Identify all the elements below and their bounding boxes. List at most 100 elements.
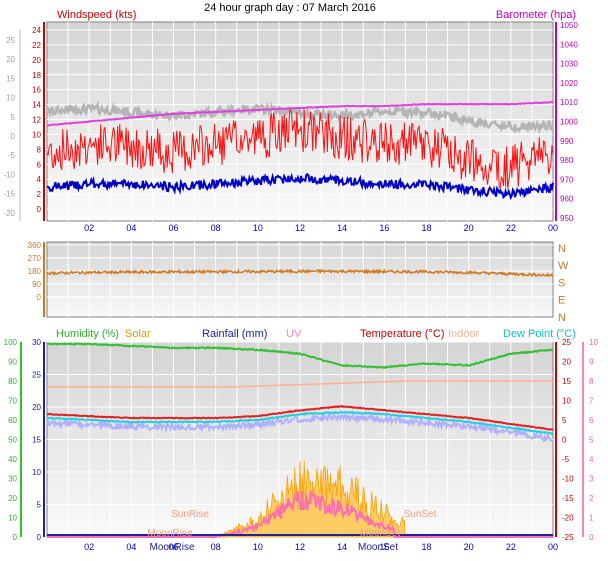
barometer-tick: 1000 [560,118,578,127]
rain-tick: 15 [32,436,41,445]
legend-dewpoint: Dew Point (°C) [503,328,576,340]
outer-tick: 25 [6,36,15,45]
x-tick-label: 04 [126,223,136,233]
rain-ticks: 30 25 20 15 10 5 0 [32,338,41,542]
panel-wind-barometer: Windspeed (kts) Barometer (hpa) 24222018… [3,9,578,233]
outer-tick: -20 [3,209,15,218]
humidity-tick: 0 [13,533,18,542]
series-dewpoint [46,410,554,436]
outer-tick: -15 [3,190,15,199]
windspeed-tick: 0 [37,205,42,214]
windspeed-tick: 14 [32,101,41,110]
panel1-x-ticks: 02 04 06 08 10 12 14 16 18 20 22 00 [84,223,558,233]
temperature-tick: -15 [562,494,574,503]
humidity-tick: 10 [8,514,17,523]
humidity-tick: 20 [8,494,17,503]
direction-tick: 360 [28,241,42,250]
windspeed-tick: 10 [32,130,41,139]
outer-tick: 15 [6,74,15,83]
barometer-tick: 1030 [560,60,578,69]
compass-label: N [558,312,566,324]
x-tick-label: 22 [506,542,516,552]
moonset-upper-label: MoonSet [360,528,400,539]
moonset-label: MoonSet [358,542,398,553]
outer-tick: 20 [6,55,15,64]
temperature-tick: 0 [562,436,567,445]
uv-tick: 8 [589,377,594,386]
barometer-tick: 950 [560,214,574,223]
barometer-ticks: 1050 1040 1030 1020 1010 1000 990 980 970 960 950 [560,21,578,223]
temperature-tick: -20 [562,514,574,523]
barometer-tick: 990 [560,137,574,146]
x-tick-label: 16 [379,542,389,552]
outer-ticks: 25 20 15 10 5 0 -5 -10 -15 -20 [3,36,15,218]
rain-tick: 0 [37,533,42,542]
windspeed-tick: 6 [37,160,42,169]
windspeed-tick: 2 [37,190,42,199]
x-tick-label: 00 [548,223,558,233]
humidity-tick: 80 [8,377,17,386]
sunset-label: SunSet [404,509,437,520]
barometer-tick: 1040 [560,40,578,49]
windspeed-tick: 16 [32,86,41,95]
uv-tick: 1 [589,514,594,523]
outer-tick: -5 [8,151,16,160]
humidity-tick: 30 [8,475,17,484]
x-tick-label: 02 [84,542,94,552]
chart-title: 24 hour graph day : 07 March 2016 [204,2,376,14]
temperature-tick: 10 [562,397,571,406]
temperature-tick: -10 [562,475,574,484]
uv-tick: 9 [589,358,594,367]
x-tick-label: 06 [168,223,178,233]
uv-tick: 5 [589,436,594,445]
legend-humidity: Humidity (%) [56,328,119,340]
temperature-tick: -5 [562,455,570,464]
uv-tick: 6 [589,416,594,425]
barometer-tick: 960 [560,195,574,204]
series-wind-direction [46,268,554,278]
barometer-tick: 980 [560,156,574,165]
series-indoor [47,380,553,388]
humidity-tick: 90 [8,358,17,367]
outer-tick: 10 [6,94,15,103]
temperature-tick: 5 [562,416,567,425]
direction-tick: 180 [28,267,42,276]
windspeed-label: Windspeed (kts) [57,9,136,21]
x-tick-label: 22 [506,223,516,233]
temperature-tick: -25 [562,533,574,542]
legend-solar: Solar [125,328,151,340]
humidity-tick: 50 [8,436,17,445]
series-uv [47,490,553,538]
rain-tick: 25 [32,371,41,380]
barometer-tick: 1050 [560,21,578,30]
legend-temperature: Temperature (°C) [360,328,444,340]
x-tick-label: 06 [168,542,178,552]
direction-ticks: 360 270 180 90 0 [28,241,42,302]
x-tick-label: 10 [253,223,263,233]
windspeed-tick: 8 [37,145,42,154]
barometer-tick: 970 [560,175,574,184]
temperature-ticks: 25 20 15 10 5 0 -5 -10 -15 -20 -25 [562,338,574,542]
direction-tick: 90 [32,280,41,289]
outer-tick: 0 [11,132,16,141]
uv-tick: 10 [589,338,598,347]
windspeed-tick: 12 [32,116,41,125]
rain-tick: 20 [32,403,41,412]
humidity-tick: 100 [4,338,18,347]
x-tick-label: 14 [337,542,347,552]
compass-label: N [558,243,566,255]
panel-humidity-temperature: Humidity (%) Solar Rainfall (mm) UV Temp… [4,328,599,553]
sunrise-label: SunRise [171,509,209,520]
x-tick-label: 14 [337,223,347,233]
uv-tick: 4 [589,455,594,464]
outer-tick: -10 [3,170,15,179]
x-tick-label: 18 [421,223,431,233]
humidity-tick: 40 [8,455,17,464]
rain-tick: 30 [32,338,41,347]
x-tick-label: 18 [421,542,431,552]
